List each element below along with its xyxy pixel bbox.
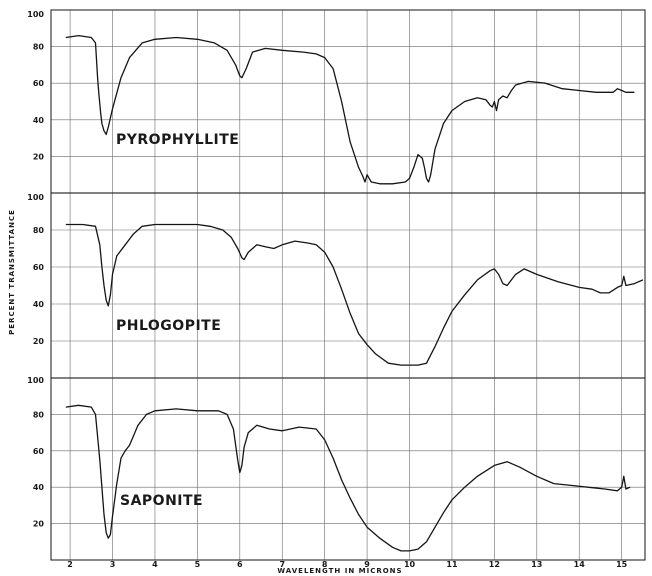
- panel-phlogopite: 20 40 60 80 100 PHLOGOPITE: [27, 192, 646, 379]
- y-tick-label: 60: [33, 79, 45, 88]
- x-axis-label: WAVELENGTH IN MICRONS: [277, 567, 402, 575]
- x-tick-label: 8: [322, 560, 328, 569]
- y-tick-label: 20: [33, 337, 45, 346]
- y-tick-label: 80: [33, 43, 45, 52]
- y-tick-label: 60: [33, 263, 45, 272]
- y-axis-label: PERCENT TRANSMITTANCE: [8, 209, 16, 335]
- y-tick-label: 40: [33, 483, 45, 492]
- panel-frame: [50, 9, 646, 194]
- x-tick-label: 14: [574, 560, 586, 569]
- y-tick-label: 100: [27, 193, 44, 202]
- y-tick-label: 40: [33, 116, 45, 125]
- panel-label-phlogopite: PHLOGOPITE: [116, 318, 221, 334]
- y-tick-label: 80: [33, 226, 45, 235]
- y-tick-label: 100: [27, 10, 44, 19]
- gridlines: [51, 10, 645, 193]
- x-tick-label: 4: [152, 560, 158, 569]
- panel-saponite: 20 40 60 80 100 SAPONITE: [27, 376, 646, 561]
- x-tick-label: 3: [110, 560, 116, 569]
- x-tick-label: 7: [279, 560, 285, 569]
- x-tick-label: 6: [237, 560, 243, 569]
- y-tick-label: 40: [33, 300, 45, 309]
- y-tick-label: 80: [33, 410, 45, 419]
- y-tick-label: 60: [33, 447, 45, 456]
- x-tick-label: 5: [195, 560, 201, 569]
- x-tick-label: 13: [531, 560, 542, 569]
- y-tick-label: 100: [27, 376, 44, 385]
- y-tick-label: 20: [33, 152, 45, 161]
- series-line-phlogopite: [65, 223, 644, 366]
- x-tick-label: 9: [364, 560, 370, 569]
- gridlines: [51, 193, 645, 378]
- panel-label-pyrophyllite: PYROPHYLLITE: [116, 132, 239, 148]
- panel-label-saponite: SAPONITE: [120, 493, 203, 509]
- y-tick-label: 20: [33, 520, 45, 529]
- gridlines: [51, 378, 645, 560]
- x-tick-label: 11: [446, 560, 458, 569]
- panel-frame: [50, 192, 646, 379]
- panel-frame: [50, 377, 646, 561]
- x-tick-label: 12: [489, 560, 500, 569]
- series-line-pyrophyllite: [65, 34, 635, 185]
- x-tick-label: 15: [616, 560, 628, 569]
- panel-pyrophyllite: 20 40 60 80 100 PYROPHYLLITE: [27, 9, 646, 194]
- series-line-saponite: [65, 404, 631, 552]
- x-tick-label: 2: [67, 560, 73, 569]
- x-tick-labels: 2 3 4 5 6 7 8 9 10 11 12 13 14 15: [67, 560, 627, 569]
- x-tick-label: 10: [404, 560, 416, 569]
